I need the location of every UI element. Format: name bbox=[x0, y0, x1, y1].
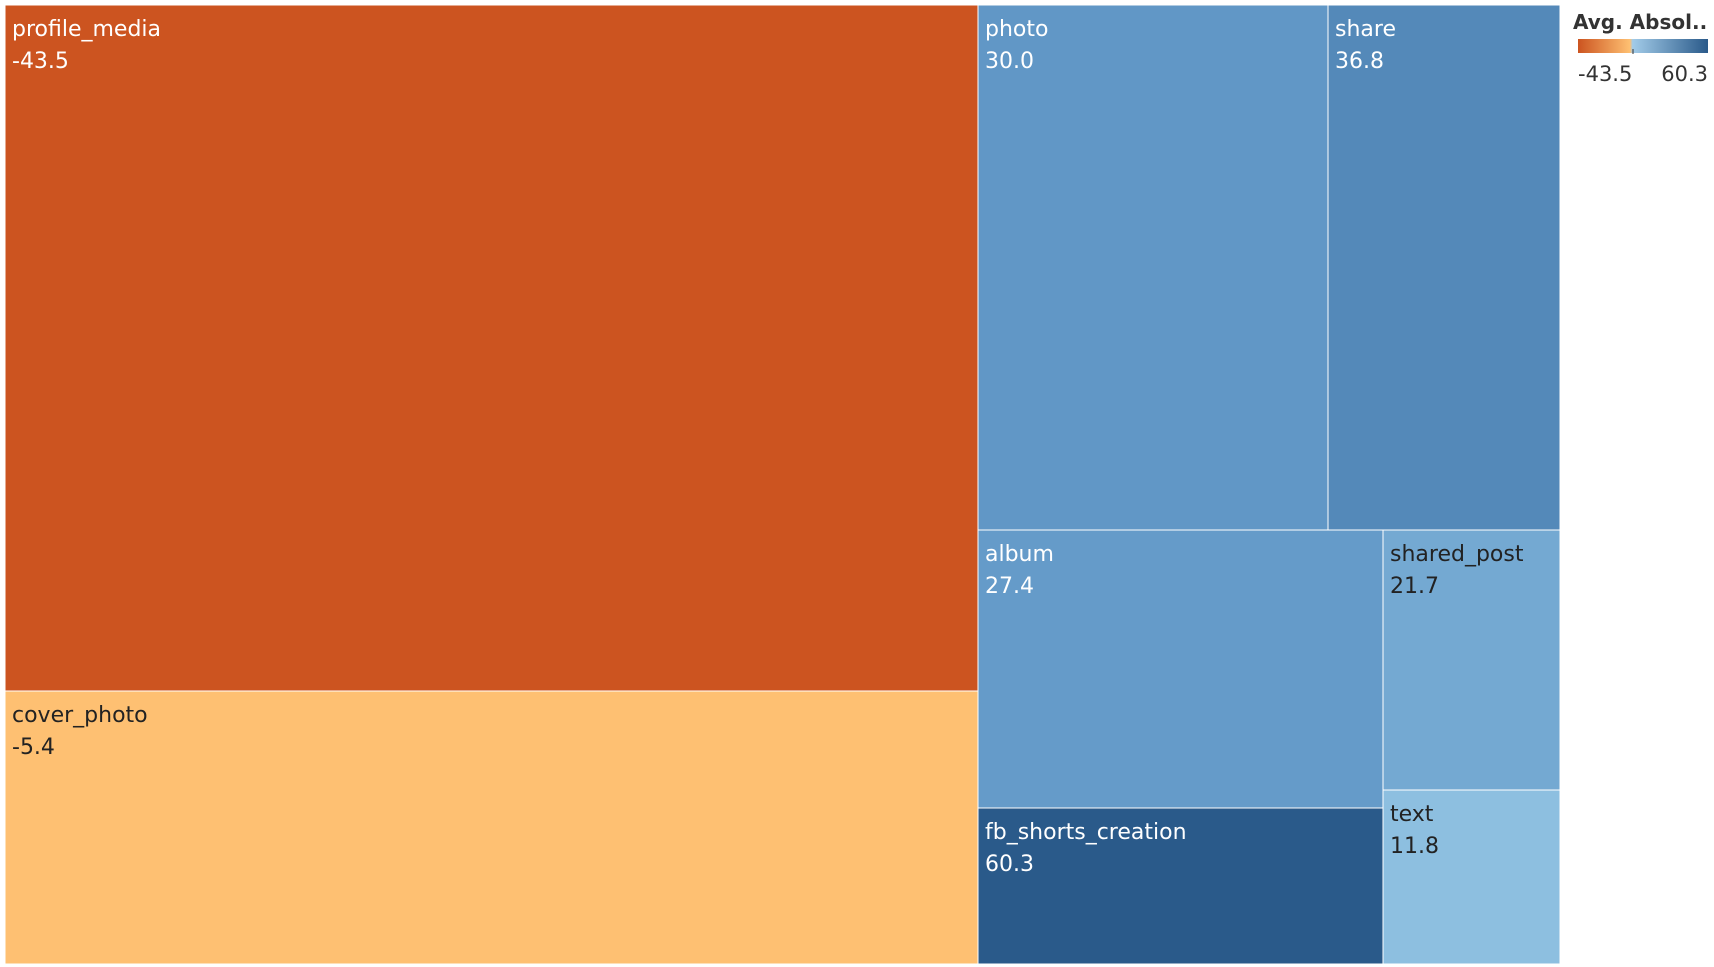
tile-value-label: -5.4 bbox=[12, 735, 55, 760]
tile-rect bbox=[4, 690, 979, 965]
tile-value-label: -43.5 bbox=[12, 49, 69, 74]
tile-rect bbox=[1382, 789, 1561, 965]
tile-value-label: 27.4 bbox=[985, 574, 1034, 599]
tile-name-label: share bbox=[1335, 17, 1396, 42]
tile-value-label: 30.0 bbox=[985, 49, 1034, 74]
tile-fb-shorts-creation: fb_shorts_creation 60.3 bbox=[977, 807, 1384, 965]
tile-rect bbox=[977, 529, 1384, 809]
color-legend: Avg. Absol.. -43.5 60.3 bbox=[1573, 10, 1708, 86]
tiles-layer: profile_media -43.5 cover_photo -5.4 photo 30… bbox=[4, 4, 1561, 965]
tile-rect bbox=[1327, 4, 1561, 531]
tile-cover-photo: cover_photo -5.4 bbox=[4, 690, 979, 965]
tile-name-label: shared_post bbox=[1390, 542, 1524, 567]
tile-share: share 36.8 bbox=[1327, 4, 1561, 531]
tile-rect bbox=[4, 4, 979, 692]
tile-name-label: album bbox=[985, 542, 1054, 567]
tile-name-label: photo bbox=[985, 17, 1048, 42]
tile-name-label: text bbox=[1390, 802, 1434, 827]
tile-rect bbox=[977, 4, 1329, 531]
tile-album: album 27.4 bbox=[977, 529, 1384, 809]
tile-profile-media: profile_media -43.5 bbox=[4, 4, 979, 692]
tile-photo: photo 30.0 bbox=[977, 4, 1329, 531]
legend-max-label: 60.3 bbox=[1661, 62, 1708, 86]
tile-name-label: fb_shorts_creation bbox=[985, 820, 1187, 845]
tile-shared-post: shared_post 21.7 bbox=[1382, 529, 1561, 791]
tile-value-label: 36.8 bbox=[1335, 49, 1384, 74]
tile-value-label: 11.8 bbox=[1390, 834, 1439, 859]
tile-text: text 11.8 bbox=[1382, 789, 1561, 965]
tile-rect bbox=[1382, 529, 1561, 791]
tile-value-label: 60.3 bbox=[985, 852, 1034, 877]
legend-min-label: -43.5 bbox=[1578, 62, 1632, 86]
tile-name-label: cover_photo bbox=[12, 703, 148, 728]
legend-gradient-bar bbox=[1578, 39, 1708, 53]
tile-name-label: profile_media bbox=[12, 17, 161, 42]
tile-rect bbox=[977, 807, 1384, 965]
tile-value-label: 21.7 bbox=[1390, 574, 1439, 599]
legend-title: Avg. Absol.. bbox=[1573, 10, 1707, 34]
